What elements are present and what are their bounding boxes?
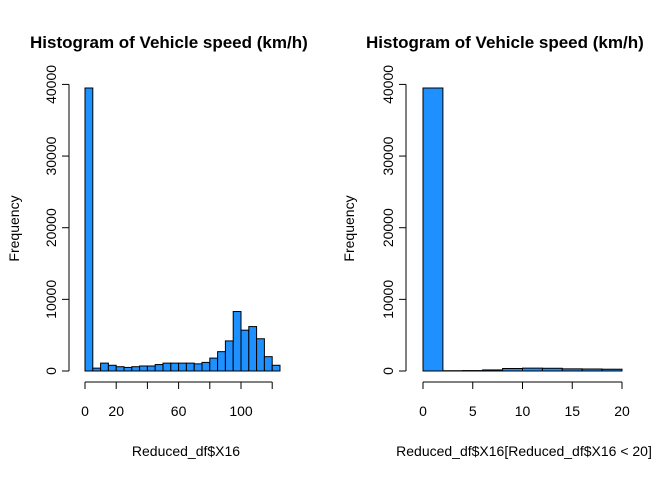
histogram-bar: [108, 365, 116, 371]
histogram-bar: [523, 368, 543, 371]
histogram-bar: [132, 367, 140, 371]
histogram-bar: [241, 330, 249, 371]
y-axis-label: Frequency: [6, 195, 22, 261]
histogram-bar: [218, 352, 226, 371]
bars: [85, 88, 280, 371]
x-tick-label: 20: [108, 403, 124, 419]
histogram-bar: [562, 369, 582, 371]
x-axis-label: Reduced_df$X16[Reduced_df$X16 < 20]: [396, 443, 652, 459]
x-tick-label: 60: [171, 403, 187, 419]
x-axis: 0 20 60 100: [81, 382, 272, 419]
histogram-bar: [233, 312, 241, 371]
chart-title: Histogram of Vehicle speed (km/h): [30, 33, 308, 52]
y-tick-label: 30000: [43, 136, 59, 175]
histogram-bar: [147, 366, 155, 371]
x-tick-label: 0: [81, 403, 89, 419]
histogram-bar: [93, 368, 101, 371]
x-tick-label: 20: [614, 403, 630, 419]
y-tick-label: 40000: [380, 65, 396, 104]
histogram-bar: [171, 363, 179, 371]
histogram-bar: [249, 327, 257, 371]
histogram-bar: [272, 365, 280, 371]
histogram-bar: [194, 364, 202, 371]
x-tick-label: 100: [229, 403, 253, 419]
y-axis-label: Frequency: [341, 195, 357, 261]
x-tick-label: 15: [564, 403, 580, 419]
y-tick-label: 20000: [43, 208, 59, 247]
histogram-bar: [423, 88, 443, 371]
histogram-bar: [101, 363, 109, 371]
x-tick-label: 0: [419, 403, 427, 419]
histogram-panel-under-20: Histogram of Vehicle speed (km/h) Reduce…: [341, 33, 652, 459]
y-tick-label: 10000: [43, 280, 59, 319]
histogram-bar: [116, 367, 124, 371]
x-tick-label: 5: [469, 403, 477, 419]
bars: [423, 88, 622, 371]
histogram-bar: [140, 366, 148, 371]
histogram-bar: [85, 88, 93, 371]
y-tick-label: 40000: [43, 65, 59, 104]
histogram-bar: [542, 368, 562, 371]
histogram-bar: [503, 368, 523, 371]
histogram-bar: [483, 370, 503, 371]
x-tick-label: 10: [515, 403, 531, 419]
histogram-bar: [186, 363, 194, 371]
histogram-panel-full: Histogram of Vehicle speed (km/h) Reduce…: [6, 33, 308, 459]
histogram-bar: [124, 367, 132, 371]
y-tick-label: 0: [380, 367, 396, 375]
y-tick-label: 30000: [380, 136, 396, 175]
histogram-bar: [179, 363, 187, 371]
y-tick-label: 20000: [380, 208, 396, 247]
histogram-bar: [257, 339, 265, 371]
histogram-bar: [602, 369, 622, 371]
histogram-bar: [582, 369, 602, 371]
x-axis-label: Reduced_df$X16: [132, 443, 240, 459]
y-axis: 0 10000 20000 30000 40000: [380, 65, 406, 375]
histogram-bar: [202, 362, 210, 371]
chart-title: Histogram of Vehicle speed (km/h): [366, 33, 644, 52]
histogram-bar: [155, 365, 163, 371]
histogram-bar: [163, 363, 171, 371]
histogram-bar: [210, 358, 218, 371]
x-axis: 0 5 10 15 20: [419, 382, 630, 419]
y-axis: 0 10000 20000 30000 40000: [43, 65, 69, 375]
histogram-bar: [264, 357, 272, 371]
y-tick-label: 0: [43, 367, 59, 375]
histogram-bar: [225, 341, 233, 371]
y-tick-label: 10000: [380, 280, 396, 319]
